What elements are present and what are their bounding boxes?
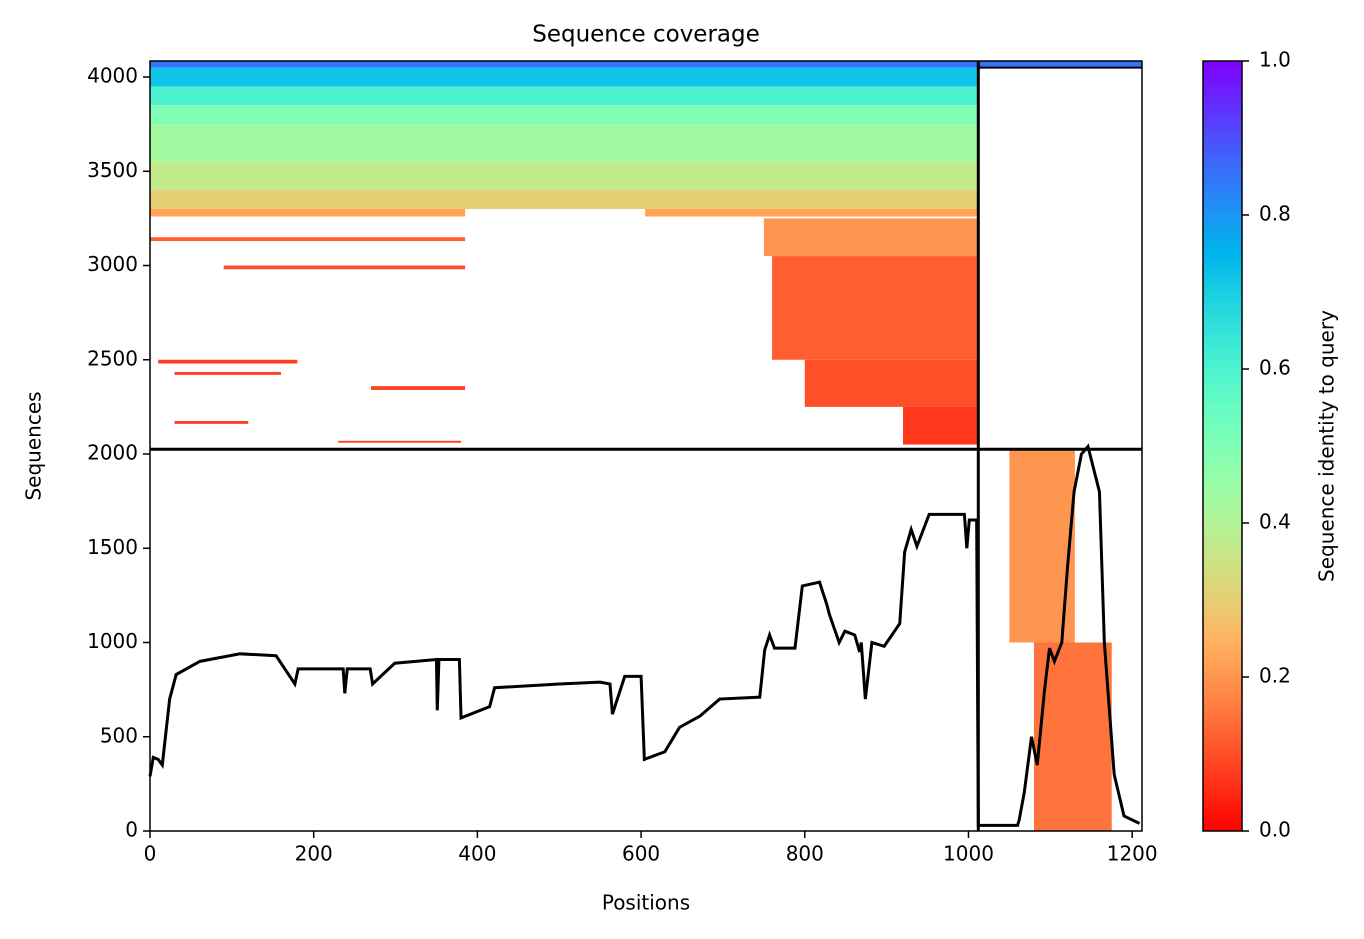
colorbar-tick-label: 0.2	[1259, 664, 1291, 688]
y-tick-label: 2500	[87, 346, 138, 370]
coverage-block	[150, 237, 466, 242]
y-tick-label: 2000	[87, 441, 138, 465]
colorbar-label: Sequence identity to query	[1315, 310, 1339, 582]
coverage-block	[150, 105, 979, 125]
coverage-block	[174, 372, 281, 375]
coverage-line	[148, 443, 1141, 827]
x-axis-label: Positions	[602, 891, 690, 915]
colorbar	[1202, 60, 1243, 832]
y-tick-label: 3000	[87, 252, 138, 276]
coverage-block	[150, 124, 979, 162]
coverage-block	[338, 440, 462, 443]
plot-frame	[149, 60, 1143, 832]
coverage-block	[370, 386, 466, 390]
y-tick-label: 500	[100, 723, 138, 747]
y-tick-label: 3500	[87, 158, 138, 182]
chart-title: Sequence coverage	[532, 22, 760, 48]
y-tick-label: 4000	[87, 64, 138, 88]
y-axis-label: Sequences	[22, 391, 46, 500]
coverage-block	[903, 406, 979, 445]
x-tick-label: 600	[622, 842, 660, 866]
colorbar-tick-label: 1.0	[1259, 48, 1291, 72]
coverage-block	[150, 67, 979, 87]
x-tick-label: 800	[786, 842, 824, 866]
colorbar-tick-label: 0.8	[1259, 202, 1291, 226]
coverage-block	[763, 218, 979, 257]
x-tick-label: 0	[144, 842, 157, 866]
coverage-block	[645, 208, 979, 217]
coverage-block	[150, 86, 979, 106]
coverage-block	[150, 190, 979, 209]
coverage-block	[158, 359, 298, 364]
y-tick-label: 1000	[87, 629, 138, 653]
colorbar-tick-label: 0.6	[1259, 356, 1291, 380]
colorbar-tick-label: 0.4	[1259, 510, 1291, 534]
coverage-block	[150, 161, 979, 191]
x-tick-label: 200	[295, 842, 333, 866]
coverage-block	[174, 421, 249, 424]
x-tick-label: 400	[458, 842, 496, 866]
coverage-block	[150, 61, 1142, 68]
coverage-block	[804, 359, 979, 407]
y-tick-label: 0	[125, 818, 138, 842]
y-tick-label: 1500	[87, 535, 138, 559]
coverage-block	[150, 208, 466, 217]
colorbar-tick-label: 0.0	[1259, 818, 1291, 842]
x-tick-label: 1200	[1107, 842, 1158, 866]
coverage-block	[772, 256, 979, 360]
x-tick-label: 1000	[943, 842, 994, 866]
coverage-block	[223, 265, 466, 270]
